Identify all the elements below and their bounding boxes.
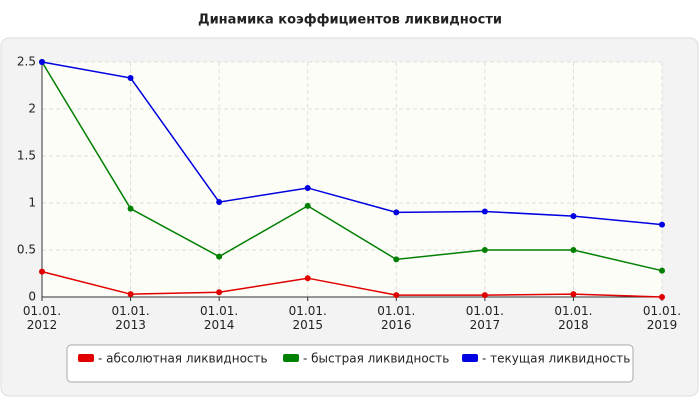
data-point [393,256,400,263]
x-tick-label: 01.01. 2019 [643,304,681,332]
legend-swatch [283,354,299,362]
y-tick-label: 0 [28,290,36,304]
x-tick-label: 01.01. 2012 [23,304,61,332]
legend [66,344,634,383]
data-point [393,292,400,299]
legend-label: - быстрая ликвидность [303,352,449,366]
y-tick-label: 0.5 [17,243,36,257]
data-point [570,213,577,220]
legend-swatch [462,354,478,362]
data-point [127,74,134,81]
x-tick-label: 01.01. 2017 [466,304,504,332]
x-tick-label: 01.01. 2014 [200,304,238,332]
y-tick-label: 1 [28,196,36,210]
data-point [481,292,488,299]
legend-swatch [78,354,94,362]
series-line [41,61,663,226]
data-point [304,275,311,282]
legend-label: - текущая ликвидность [482,352,630,366]
data-point [481,247,488,253]
plot-area [42,62,662,297]
data-point [39,268,45,275]
data-point [39,59,45,65]
data-point [127,291,134,298]
data-point [127,205,134,212]
y-tick-label: 2.5 [17,55,36,69]
x-tick-label: 01.01. 2015 [289,304,327,332]
y-tick-label: 2 [28,102,36,116]
series-line [41,61,663,272]
chart-title: Динамика коэффициентов ликвидности [198,13,502,28]
series-line [41,270,663,298]
data-point [659,221,665,228]
x-tick-label: 01.01. 2013 [111,304,149,332]
x-tick-label: 01.01. 2018 [554,304,592,332]
data-point [216,289,223,296]
data-point [659,294,665,300]
data-point [659,267,665,274]
data-point [304,202,311,209]
data-point [216,253,223,260]
data-point [393,209,400,216]
legend-label: - абсолютная ликвидность [98,352,268,366]
y-tick-label: 1.5 [17,149,36,163]
data-point [216,199,223,206]
x-tick-label: 01.01. 2016 [377,304,415,332]
data-point [570,291,577,298]
data-point [481,208,488,215]
data-point [570,247,577,253]
data-point [304,184,311,191]
